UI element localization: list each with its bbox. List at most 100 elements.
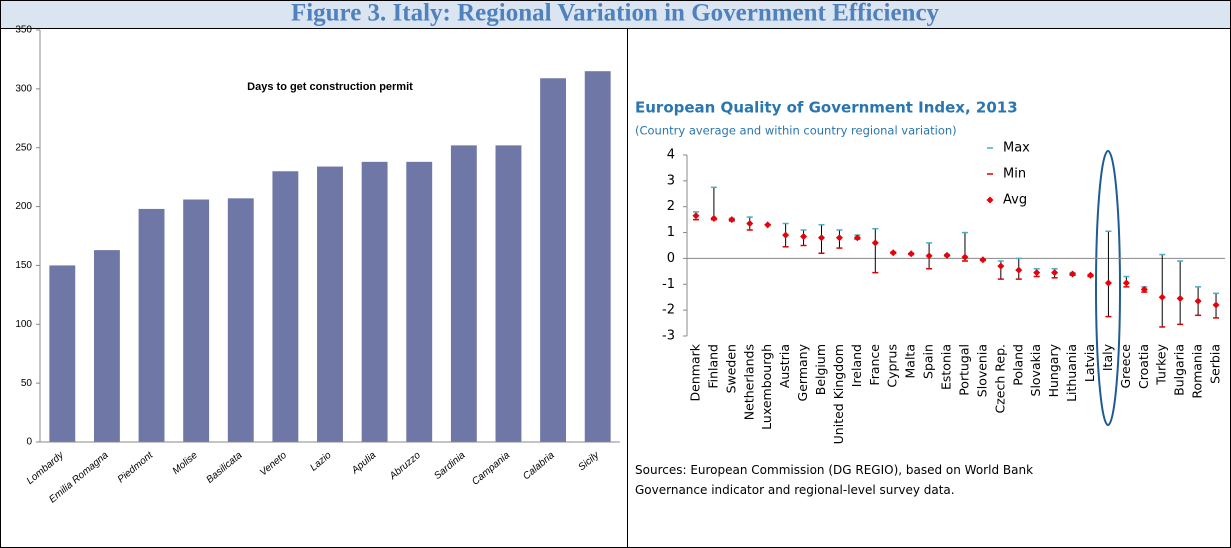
avg-marker [1069, 270, 1077, 278]
avg-marker [961, 253, 969, 261]
x-tick-label: Sweden [723, 344, 738, 393]
figure-title: Figure 3. Italy: Regional Variation in G… [291, 0, 940, 27]
x-tick-label: Czech Rep. [992, 344, 1007, 413]
chart-subtitle: (Country average and within country regi… [635, 124, 957, 138]
avg-marker [746, 220, 754, 228]
x-tick-label: Serbia [1208, 344, 1223, 384]
x-tick-label: Ireland [849, 344, 864, 387]
bar [361, 161, 388, 442]
highlight-ellipse [1095, 150, 1121, 426]
avg-marker [1194, 297, 1202, 305]
x-tick-label: Spain [921, 344, 936, 379]
avg-marker [1176, 295, 1184, 303]
avg-marker [710, 214, 718, 222]
x-tick-label: Slovenia [974, 344, 989, 397]
x-tick-label: Veneto [258, 450, 289, 479]
y-tick-label: 300 [15, 83, 32, 94]
avg-marker [818, 234, 825, 242]
x-tick-label: Slovakia [1028, 344, 1043, 396]
legend-label: Max [1003, 141, 1030, 156]
x-tick-label: Poland [1010, 344, 1025, 386]
avg-marker [782, 231, 790, 239]
x-tick-label: Abruzzo [387, 450, 423, 483]
y-tick-label: 100 [15, 319, 32, 330]
x-tick-label: Malta [903, 344, 918, 378]
y-tick-label: 2 [667, 199, 675, 214]
avg-marker [943, 251, 951, 259]
avg-marker [764, 221, 772, 229]
avg-marker [907, 250, 915, 258]
x-tick-label: Hungary [1046, 343, 1061, 397]
bar [227, 198, 254, 442]
x-tick-label: Croatia [1136, 344, 1151, 389]
x-tick-label: Lombardy [25, 449, 67, 487]
avg-marker [728, 216, 736, 224]
x-tick-label: Italy [1100, 343, 1115, 371]
x-tick-label: Finland [705, 344, 720, 389]
bar [406, 161, 433, 442]
x-tick-label: Lithuania [1064, 344, 1079, 402]
y-tick-label: 3 [667, 173, 675, 188]
avg-marker [1033, 269, 1041, 277]
bar [317, 166, 343, 442]
bar [495, 145, 522, 443]
header-band [1, 1, 1230, 28]
x-tick-label: Campania [470, 450, 512, 488]
y-tick-label: 4 [667, 148, 675, 163]
x-tick-label: United Kingdom [831, 344, 846, 444]
avg-marker [692, 212, 700, 220]
x-tick-label: Netherlands [741, 344, 756, 420]
y-tick-label: 250 [15, 142, 32, 153]
chart-title: European Quality of Government Index, 20… [635, 99, 1018, 117]
y-tick-label: -2 [662, 303, 675, 318]
x-tick-label: Germany [795, 343, 810, 401]
x-tick-label: Basilicata [205, 450, 245, 486]
x-tick-label: Luxembourgh [759, 344, 774, 430]
x-tick-label: Lazio [308, 450, 334, 474]
avg-marker [889, 249, 897, 257]
legend-label: Avg [1003, 193, 1027, 208]
x-tick-label: Apulia [349, 450, 378, 477]
x-tick-label: Belgium [813, 344, 828, 395]
x-tick-label: France [867, 344, 882, 386]
x-tick-label: Turkey [1154, 343, 1169, 385]
bar [49, 265, 76, 442]
y-tick-label: 150 [15, 260, 32, 271]
legend-marker [986, 196, 994, 204]
avg-marker [997, 262, 1005, 270]
y-tick-label: 350 [15, 25, 32, 36]
y-tick-label: 50 [21, 378, 33, 389]
avg-marker [1104, 279, 1112, 287]
avg-marker [1158, 293, 1166, 301]
avg-marker [1051, 269, 1059, 277]
x-tick-label: Denmark [687, 343, 702, 401]
y-tick-label: 200 [15, 201, 32, 212]
x-tick-label: Sicily [576, 449, 602, 473]
x-tick-label: Piedmont [116, 449, 156, 485]
avg-marker [1122, 279, 1130, 287]
y-tick-label: 0 [667, 251, 675, 266]
x-tick-label: Molise [171, 450, 201, 477]
x-tick-label: Cyprus [885, 344, 900, 388]
x-tick-label: Romania [1190, 344, 1205, 399]
bar [540, 78, 567, 443]
avg-marker [835, 234, 843, 242]
x-tick-label: Estonia [939, 344, 954, 390]
legend-label: Min [1003, 167, 1026, 182]
x-tick-label: Sardinia [432, 450, 468, 482]
avg-marker [979, 256, 987, 264]
bar [183, 199, 210, 442]
avg-marker [1015, 266, 1023, 274]
x-tick-label: Austria [777, 344, 792, 388]
avg-marker [871, 239, 879, 247]
avg-marker [1212, 301, 1220, 309]
bar [93, 250, 120, 442]
y-tick-label: 0 [26, 437, 32, 448]
avg-marker [853, 234, 861, 242]
avg-marker [1140, 285, 1148, 293]
x-tick-label: Latvia [1082, 344, 1097, 382]
source-note: Sources: European Commission (DG REGIO),… [635, 463, 1034, 497]
avg-marker [800, 232, 808, 240]
